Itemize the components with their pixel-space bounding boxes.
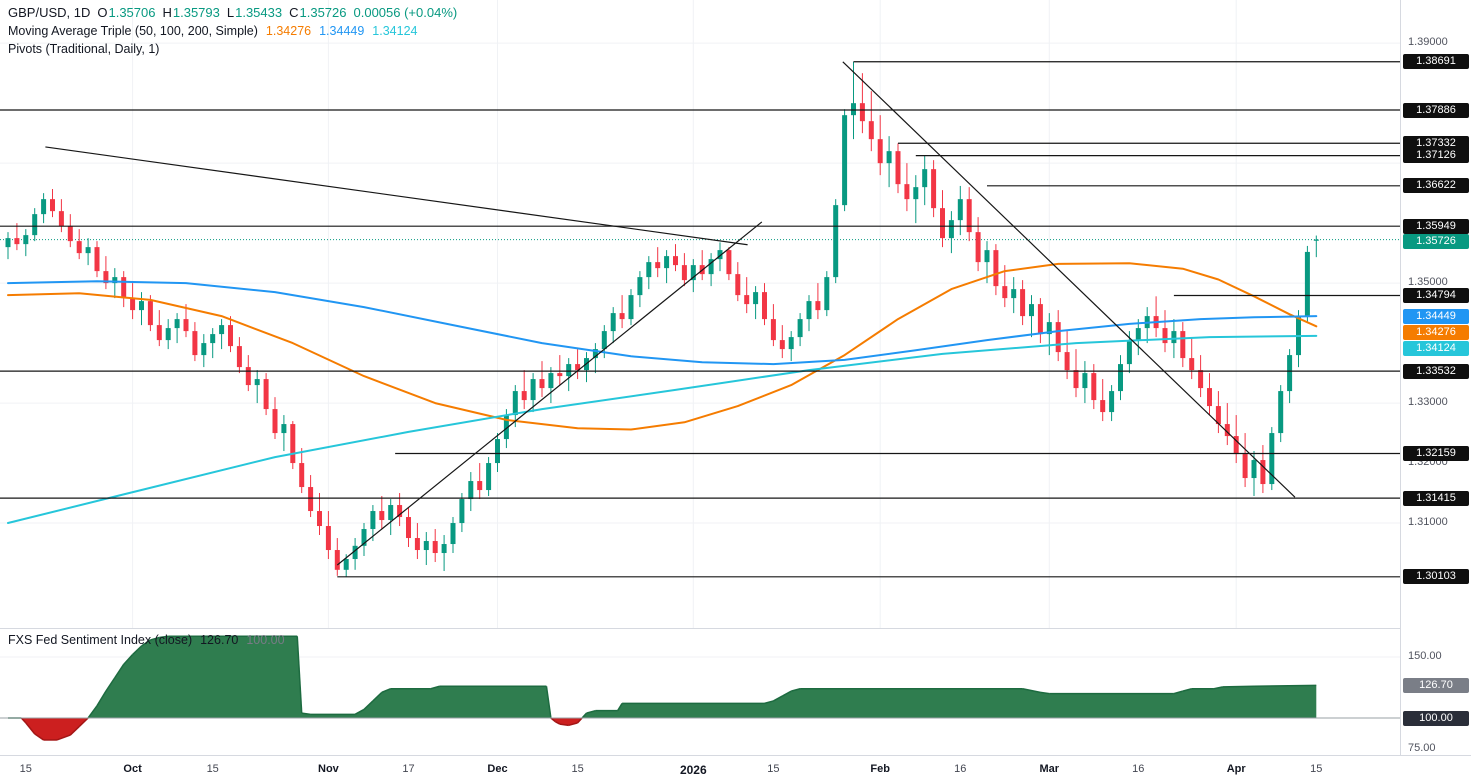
- close-value: 1.35726: [299, 5, 347, 20]
- sentiment-value: 126.70: [200, 633, 239, 647]
- high-label: H: [162, 5, 172, 20]
- low-value: 1.35433: [235, 5, 283, 20]
- sentiment-axis-tick: 75.00: [1408, 741, 1436, 754]
- price-axis-tick: 1.33000: [1408, 396, 1448, 409]
- ma-legend-row: Moving Average Triple (50, 100, 200, Sim…: [8, 22, 457, 40]
- sentiment-baseline-value: 100.00: [246, 633, 285, 647]
- price-axis-label: 1.37886: [1403, 102, 1469, 118]
- ma100-value: 1.34449: [319, 24, 365, 38]
- pivots-legend-row: Pivots (Traditional, Daily, 1): [8, 40, 457, 58]
- price-axis-tick: 1.35000: [1408, 276, 1448, 289]
- price-chart-canvas[interactable]: [0, 0, 1400, 628]
- time-axis-label: 16: [1132, 763, 1145, 775]
- time-axis-label: 15: [767, 763, 780, 775]
- time-axis[interactable]: 15 Oct 15 Nov 17 Dec 15 2026 15 Feb 16 Mar 16 Apr 15: [0, 755, 1471, 783]
- panel-separator: [0, 628, 1471, 629]
- open-value: 1.35706: [108, 5, 156, 20]
- sentiment-axis-tick: 150.00: [1408, 650, 1442, 662]
- symbol-title: GBP/USD, 1D: [8, 5, 91, 20]
- price-axis-label: 1.32159: [1403, 446, 1469, 461]
- ma200-value: 1.34124: [372, 24, 418, 38]
- time-axis-label: 2026: [679, 763, 707, 777]
- ma-indicator-title: Moving Average Triple (50, 100, 200, Sim…: [8, 24, 258, 38]
- price-axis-label: 1.35949: [1403, 218, 1469, 234]
- sentiment-legend-row: FXS Fed Sentiment Index (close) 126.70 100…: [8, 631, 285, 649]
- price-axis-label: 1.33532: [1403, 363, 1469, 379]
- ma50-value: 1.34276: [265, 24, 312, 38]
- price-axis-label: 1.37126: [1403, 148, 1469, 164]
- time-axis-label: Dec: [487, 763, 508, 775]
- time-axis-label: 15: [571, 763, 584, 775]
- time-axis-label: Feb: [870, 763, 890, 775]
- time-axis-label: Oct: [123, 763, 142, 775]
- price-axis-label: 1.31415: [1403, 490, 1469, 506]
- time-axis-label: Mar: [1039, 763, 1060, 775]
- close-label: C: [289, 5, 299, 20]
- open-label: O: [97, 5, 108, 20]
- price-axis-label: 1.30103: [1403, 569, 1469, 585]
- price-axis-tick: 1.39000: [1408, 36, 1448, 49]
- sentiment-chart-canvas[interactable]: [0, 628, 1400, 755]
- price-axis-tick: 1.31000: [1408, 516, 1448, 529]
- price-axis-label: 1.34449: [1403, 308, 1469, 324]
- time-axis-label: 15: [206, 763, 219, 775]
- time-axis-label: 15: [19, 763, 32, 775]
- price-axis-label: 1.36622: [1403, 178, 1469, 194]
- sentiment-legend: FXS Fed Sentiment Index (close) 126.70 100…: [8, 631, 285, 649]
- price-axis[interactable]: 1.39000 1.35000 1.33000 1.32000 1.31000 1.386…: [1400, 0, 1471, 755]
- symbol-legend-row: GBP/USD, 1D O1.35706 H1.35793 L1.35433 C1.35…: [8, 4, 457, 22]
- time-axis-label: 15: [1310, 763, 1323, 775]
- low-label: L: [226, 5, 235, 20]
- price-axis-label: 1.34794: [1403, 287, 1469, 303]
- pivots-indicator-title: Pivots (Traditional, Daily, 1): [8, 42, 160, 56]
- price-axis-label: 1.34124: [1403, 341, 1469, 357]
- time-axis-label: 17: [402, 763, 415, 775]
- high-value: 1.35793: [172, 5, 220, 20]
- sentiment-title: FXS Fed Sentiment Index (close): [8, 633, 193, 647]
- price-axis-label: 1.38691: [1403, 54, 1469, 70]
- price-axis-label: 1.35726: [1403, 234, 1469, 250]
- sentiment-axis-label: 100.00: [1403, 710, 1469, 726]
- time-axis-label: Apr: [1226, 763, 1246, 775]
- change-value: 0.00056 (+0.04%): [353, 5, 458, 20]
- price-axis-label: 1.37332: [1403, 135, 1469, 151]
- time-axis-label: Nov: [318, 763, 339, 775]
- price-axis-label: 1.34276: [1403, 325, 1469, 341]
- sentiment-axis-label: 126.70: [1403, 677, 1469, 693]
- time-axis-label: 16: [954, 763, 967, 775]
- main-chart-legend: GBP/USD, 1D O1.35706 H1.35793 L1.35433 C1.35…: [8, 4, 457, 58]
